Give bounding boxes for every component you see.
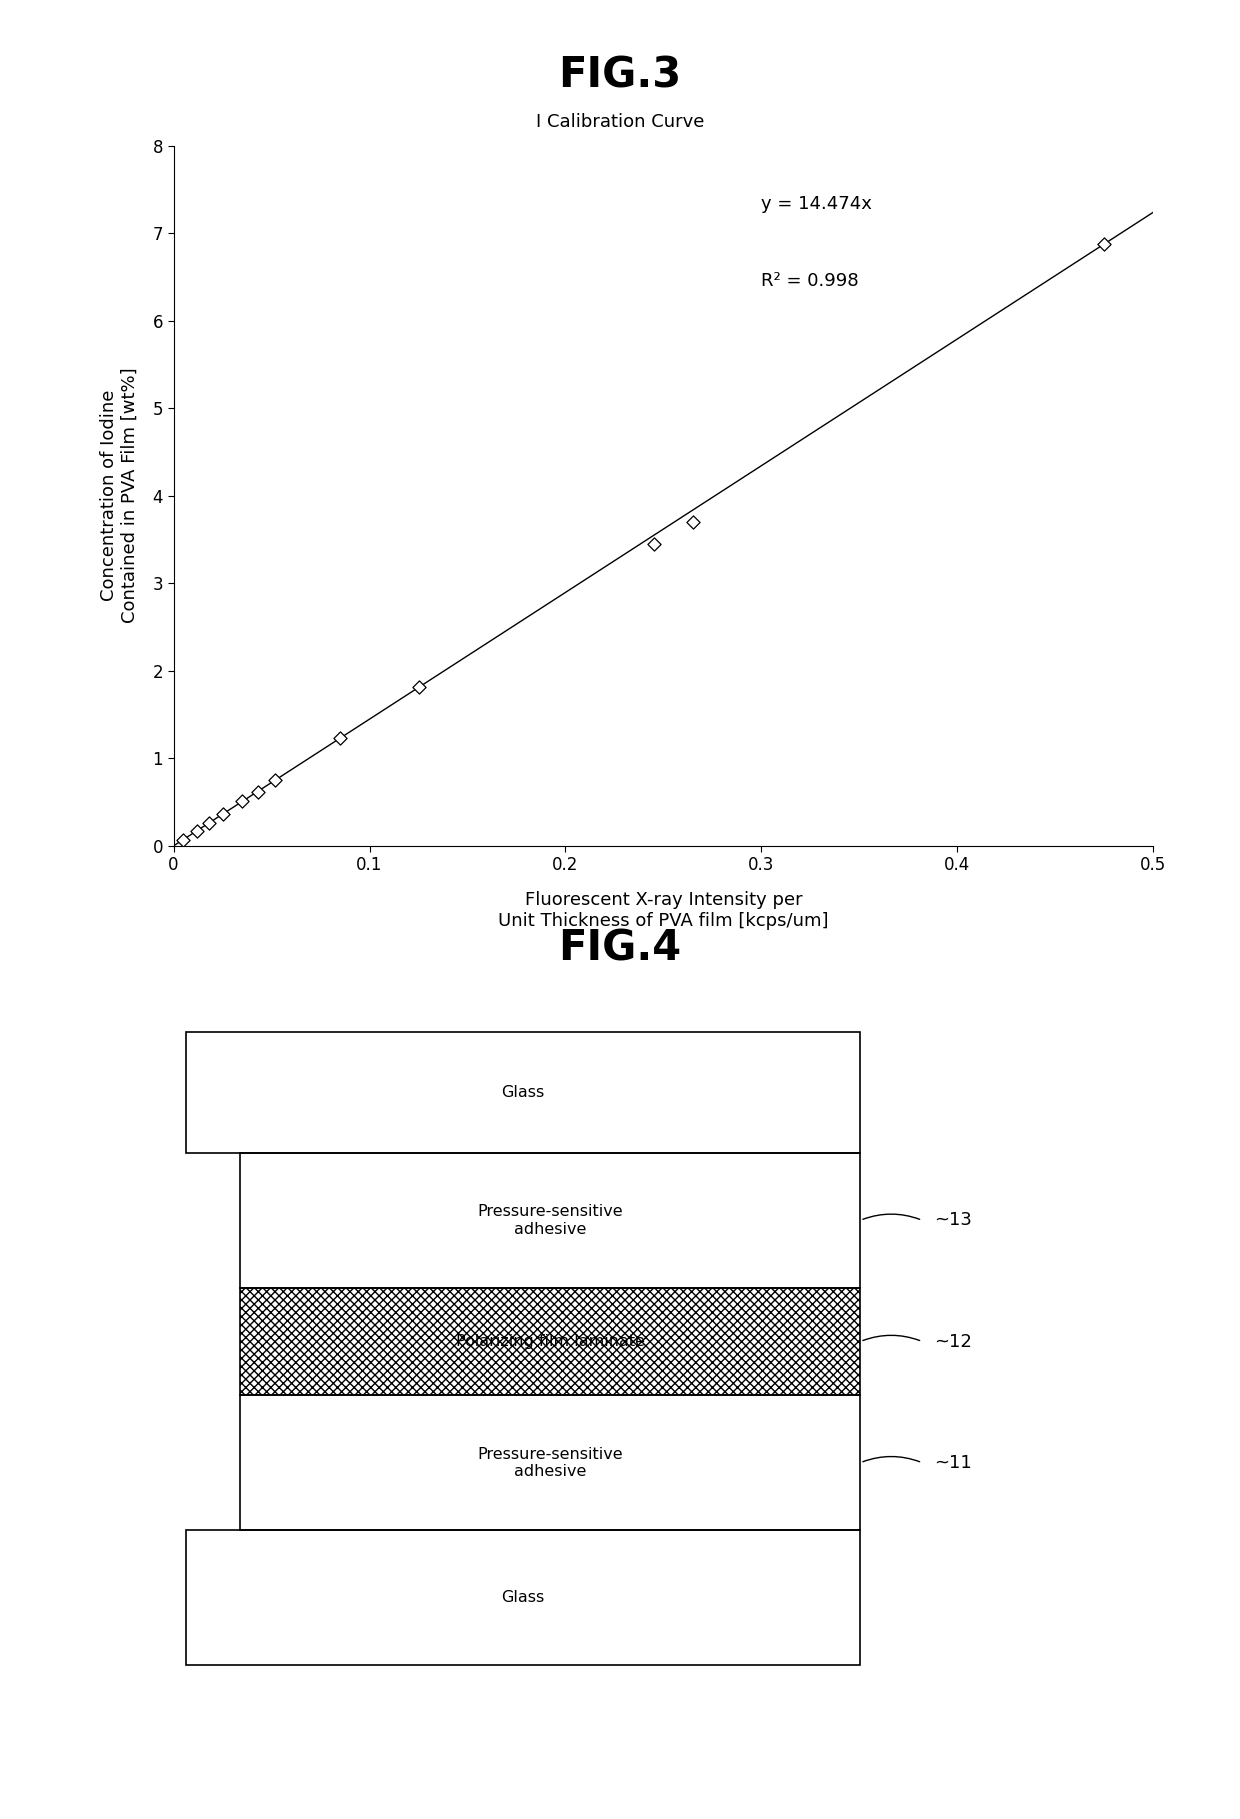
Point bbox=[248, 777, 268, 806]
Bar bbox=[186, 1530, 861, 1664]
Bar bbox=[241, 1288, 861, 1395]
Bar bbox=[241, 1395, 861, 1530]
Text: ~11: ~11 bbox=[934, 1453, 972, 1472]
Text: Glass: Glass bbox=[501, 1084, 544, 1100]
Point bbox=[232, 786, 252, 815]
Y-axis label: Concentration of Iodine
Contained in PVA Film [wt%]: Concentration of Iodine Contained in PVA… bbox=[100, 367, 139, 624]
Point bbox=[1095, 229, 1115, 258]
Bar bbox=[241, 1288, 861, 1395]
Point bbox=[198, 808, 218, 837]
Bar bbox=[186, 1530, 861, 1664]
Point bbox=[265, 766, 285, 795]
Bar bbox=[241, 1153, 861, 1288]
Text: I Calibration Curve: I Calibration Curve bbox=[536, 113, 704, 131]
Point bbox=[409, 673, 429, 702]
Bar bbox=[241, 1153, 861, 1288]
Point bbox=[174, 826, 193, 855]
Text: Pressure-sensitive
adhesive: Pressure-sensitive adhesive bbox=[477, 1204, 622, 1237]
Bar bbox=[186, 1530, 861, 1664]
Point bbox=[213, 800, 233, 829]
Text: FIG.4: FIG.4 bbox=[558, 928, 682, 970]
Point bbox=[330, 724, 350, 753]
Text: ~12: ~12 bbox=[934, 1333, 972, 1350]
Bar bbox=[186, 1031, 861, 1153]
X-axis label: Fluorescent X-ray Intensity per
Unit Thickness of PVA film [kcps/um]: Fluorescent X-ray Intensity per Unit Thi… bbox=[498, 891, 828, 930]
Bar bbox=[241, 1153, 861, 1288]
Text: ~13: ~13 bbox=[934, 1211, 972, 1230]
Text: FIG.3: FIG.3 bbox=[558, 55, 682, 96]
Point bbox=[644, 529, 663, 558]
Text: y = 14.474x: y = 14.474x bbox=[761, 195, 872, 213]
Text: Polarizing film laminate: Polarizing film laminate bbox=[456, 1333, 645, 1350]
Bar bbox=[241, 1288, 861, 1395]
Text: R² = 0.998: R² = 0.998 bbox=[761, 271, 859, 289]
Text: Glass: Glass bbox=[501, 1590, 544, 1604]
Bar bbox=[241, 1395, 861, 1530]
Point bbox=[683, 508, 703, 537]
Point bbox=[187, 817, 207, 846]
Bar bbox=[186, 1031, 861, 1153]
Bar bbox=[186, 1031, 861, 1153]
Text: Pressure-sensitive
adhesive: Pressure-sensitive adhesive bbox=[477, 1446, 622, 1479]
Bar bbox=[241, 1395, 861, 1530]
